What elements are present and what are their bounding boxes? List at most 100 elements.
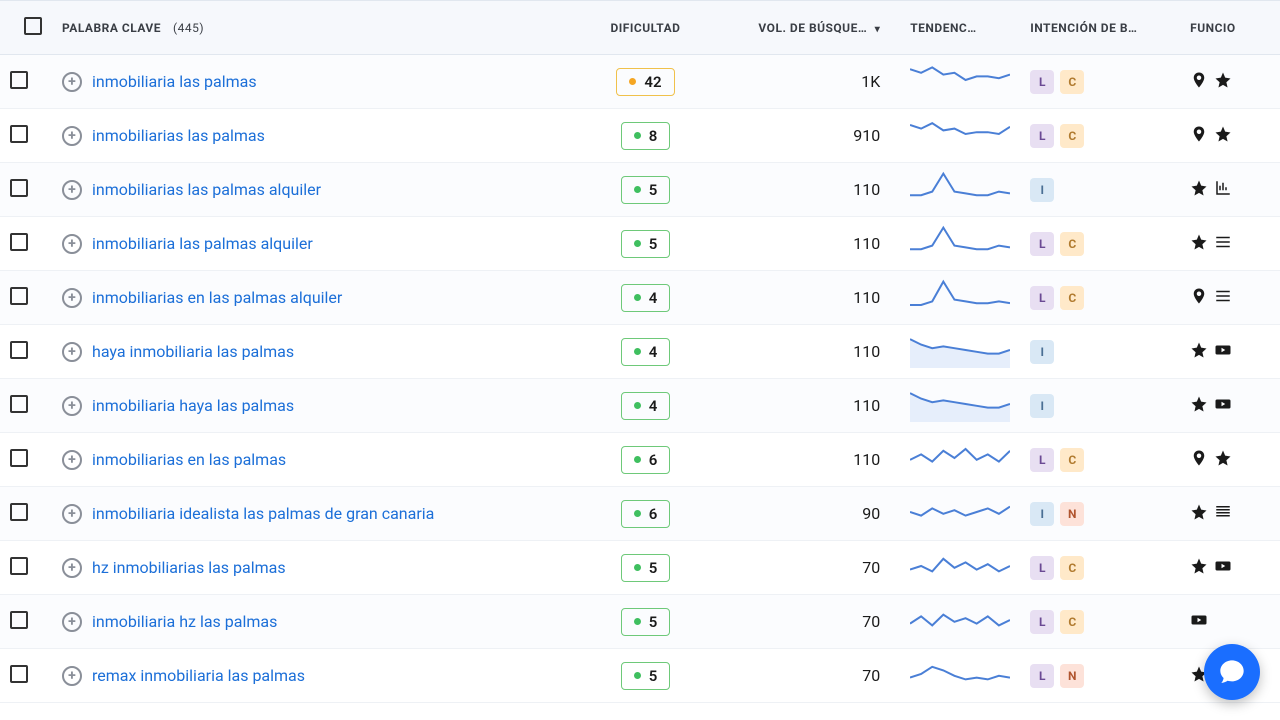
header-intent[interactable]: INTENCIÓN DE B… <box>1020 1 1180 55</box>
intent-badges: IN <box>1030 502 1170 526</box>
trend-sparkline <box>900 163 1020 217</box>
intent-badges: LN <box>1030 664 1170 688</box>
star-icon <box>1214 71 1232 93</box>
volume-value: 70 <box>862 612 880 631</box>
select-all-checkbox[interactable] <box>24 17 42 35</box>
trend-sparkline <box>900 55 1020 109</box>
row-checkbox[interactable] <box>10 179 28 197</box>
star-icon <box>1190 233 1208 255</box>
intent-badges: LC <box>1030 448 1170 472</box>
trend-sparkline <box>900 595 1020 649</box>
intent-badges: LC <box>1030 286 1170 310</box>
function-icons <box>1190 611 1270 633</box>
intent-badge-L: L <box>1030 556 1054 580</box>
row-checkbox[interactable] <box>10 125 28 143</box>
keyword-link[interactable]: inmobiliaria haya las palmas <box>92 396 294 415</box>
expand-icon[interactable]: + <box>62 288 82 308</box>
intent-badge-C: C <box>1060 610 1084 634</box>
keyword-link[interactable]: remax inmobiliaria las palmas <box>92 666 305 685</box>
keyword-link[interactable]: hz inmobiliarias las palmas <box>92 558 286 577</box>
keyword-link[interactable]: inmobiliaria idealista las palmas de gra… <box>92 504 434 523</box>
intent-badges: LC <box>1030 124 1170 148</box>
pin-icon <box>1190 71 1208 93</box>
row-checkbox[interactable] <box>10 449 28 467</box>
expand-icon[interactable]: + <box>62 558 82 578</box>
keyword-link[interactable]: inmobiliaria las palmas <box>92 72 257 91</box>
header-checkbox-cell <box>0 1 52 55</box>
table-row: + inmobiliaria idealista las palmas de gr… <box>0 487 1280 541</box>
intent-badge-C: C <box>1060 70 1084 94</box>
expand-icon[interactable]: + <box>62 342 82 362</box>
expand-icon[interactable]: + <box>62 180 82 200</box>
row-checkbox[interactable] <box>10 341 28 359</box>
intent-badge-I: I <box>1030 394 1054 418</box>
keyword-link[interactable]: inmobiliarias en las palmas <box>92 450 286 469</box>
keyword-table: PALABRA CLAVE (445) DIFICULTAD VOL. DE B… <box>0 0 1280 703</box>
difficulty-badge: 8 <box>621 122 671 150</box>
trend-sparkline <box>900 541 1020 595</box>
keyword-link[interactable]: inmobiliarias en las palmas alquiler <box>92 288 342 307</box>
volume-value: 110 <box>853 450 880 469</box>
row-checkbox[interactable] <box>10 557 28 575</box>
video-icon <box>1214 395 1232 417</box>
function-icons <box>1190 395 1270 417</box>
expand-icon[interactable]: + <box>62 72 82 92</box>
star-icon <box>1190 341 1208 363</box>
intent-badges: LC <box>1030 610 1170 634</box>
header-difficulty[interactable]: DIFICULTAD <box>561 1 731 55</box>
star-icon <box>1190 179 1208 201</box>
function-icons <box>1190 341 1270 363</box>
row-checkbox[interactable] <box>10 395 28 413</box>
keyword-link[interactable]: inmobiliarias las palmas <box>92 126 265 145</box>
intent-badge-I: I <box>1030 502 1054 526</box>
volume-value: 70 <box>862 558 880 577</box>
expand-icon[interactable]: + <box>62 126 82 146</box>
table-row: +inmobiliaria las palmas421KLC <box>0 55 1280 109</box>
pin-icon <box>1190 287 1208 309</box>
table-row: +inmobiliaria las palmas alquiler5110LC <box>0 217 1280 271</box>
row-checkbox[interactable] <box>10 233 28 251</box>
keyword-link[interactable]: inmobiliaria las palmas alquiler <box>92 234 313 253</box>
keyword-link[interactable]: inmobiliarias las palmas alquiler <box>92 180 321 199</box>
row-checkbox[interactable] <box>10 611 28 629</box>
intent-badge-L: L <box>1030 664 1054 688</box>
table-row: +haya inmobiliaria las palmas4110I <box>0 325 1280 379</box>
table-row: +inmobiliaria hz las palmas570LC <box>0 595 1280 649</box>
expand-icon[interactable]: + <box>62 666 82 686</box>
trend-sparkline <box>900 271 1020 325</box>
intent-badges: I <box>1030 340 1170 364</box>
difficulty-badge: 5 <box>621 176 671 204</box>
header-keyword-label: PALABRA CLAVE <box>62 21 161 35</box>
keyword-link[interactable]: inmobiliaria hz las palmas <box>92 612 277 631</box>
header-functions[interactable]: FUNCIO <box>1180 1 1280 55</box>
header-keyword[interactable]: PALABRA CLAVE (445) <box>52 1 561 55</box>
trend-sparkline <box>900 433 1020 487</box>
intent-badge-L: L <box>1030 70 1054 94</box>
row-checkbox[interactable] <box>10 503 28 521</box>
row-checkbox[interactable] <box>10 287 28 305</box>
keyword-link[interactable]: haya inmobiliaria las palmas <box>92 342 294 361</box>
header-trend[interactable]: TENDENC… <box>900 1 1020 55</box>
row-checkbox[interactable] <box>10 71 28 89</box>
difficulty-badge: 6 <box>621 446 671 474</box>
intent-badges: LC <box>1030 232 1170 256</box>
expand-icon[interactable]: + <box>62 450 82 470</box>
expand-icon[interactable]: + <box>62 612 82 632</box>
table-row: +inmobiliarias en las palmas alquiler411… <box>0 271 1280 325</box>
table-row: +inmobiliaria haya las palmas4110I <box>0 379 1280 433</box>
intent-badges: LC <box>1030 70 1170 94</box>
header-volume[interactable]: VOL. DE BÚSQUE… ▾ <box>730 1 900 55</box>
row-checkbox[interactable] <box>10 665 28 683</box>
chat-button[interactable] <box>1204 644 1260 700</box>
video-icon <box>1214 557 1232 579</box>
expand-icon[interactable]: + <box>62 396 82 416</box>
difficulty-badge: 5 <box>621 230 671 258</box>
intent-badges: I <box>1030 394 1170 418</box>
trend-sparkline <box>900 325 1020 379</box>
volume-value: 1K <box>861 72 880 91</box>
table-row: +remax inmobiliaria las palmas570LN <box>0 649 1280 703</box>
expand-icon[interactable]: + <box>62 234 82 254</box>
list-icon <box>1214 287 1232 309</box>
difficulty-badge: 6 <box>621 500 671 528</box>
expand-icon[interactable]: + <box>62 504 82 524</box>
